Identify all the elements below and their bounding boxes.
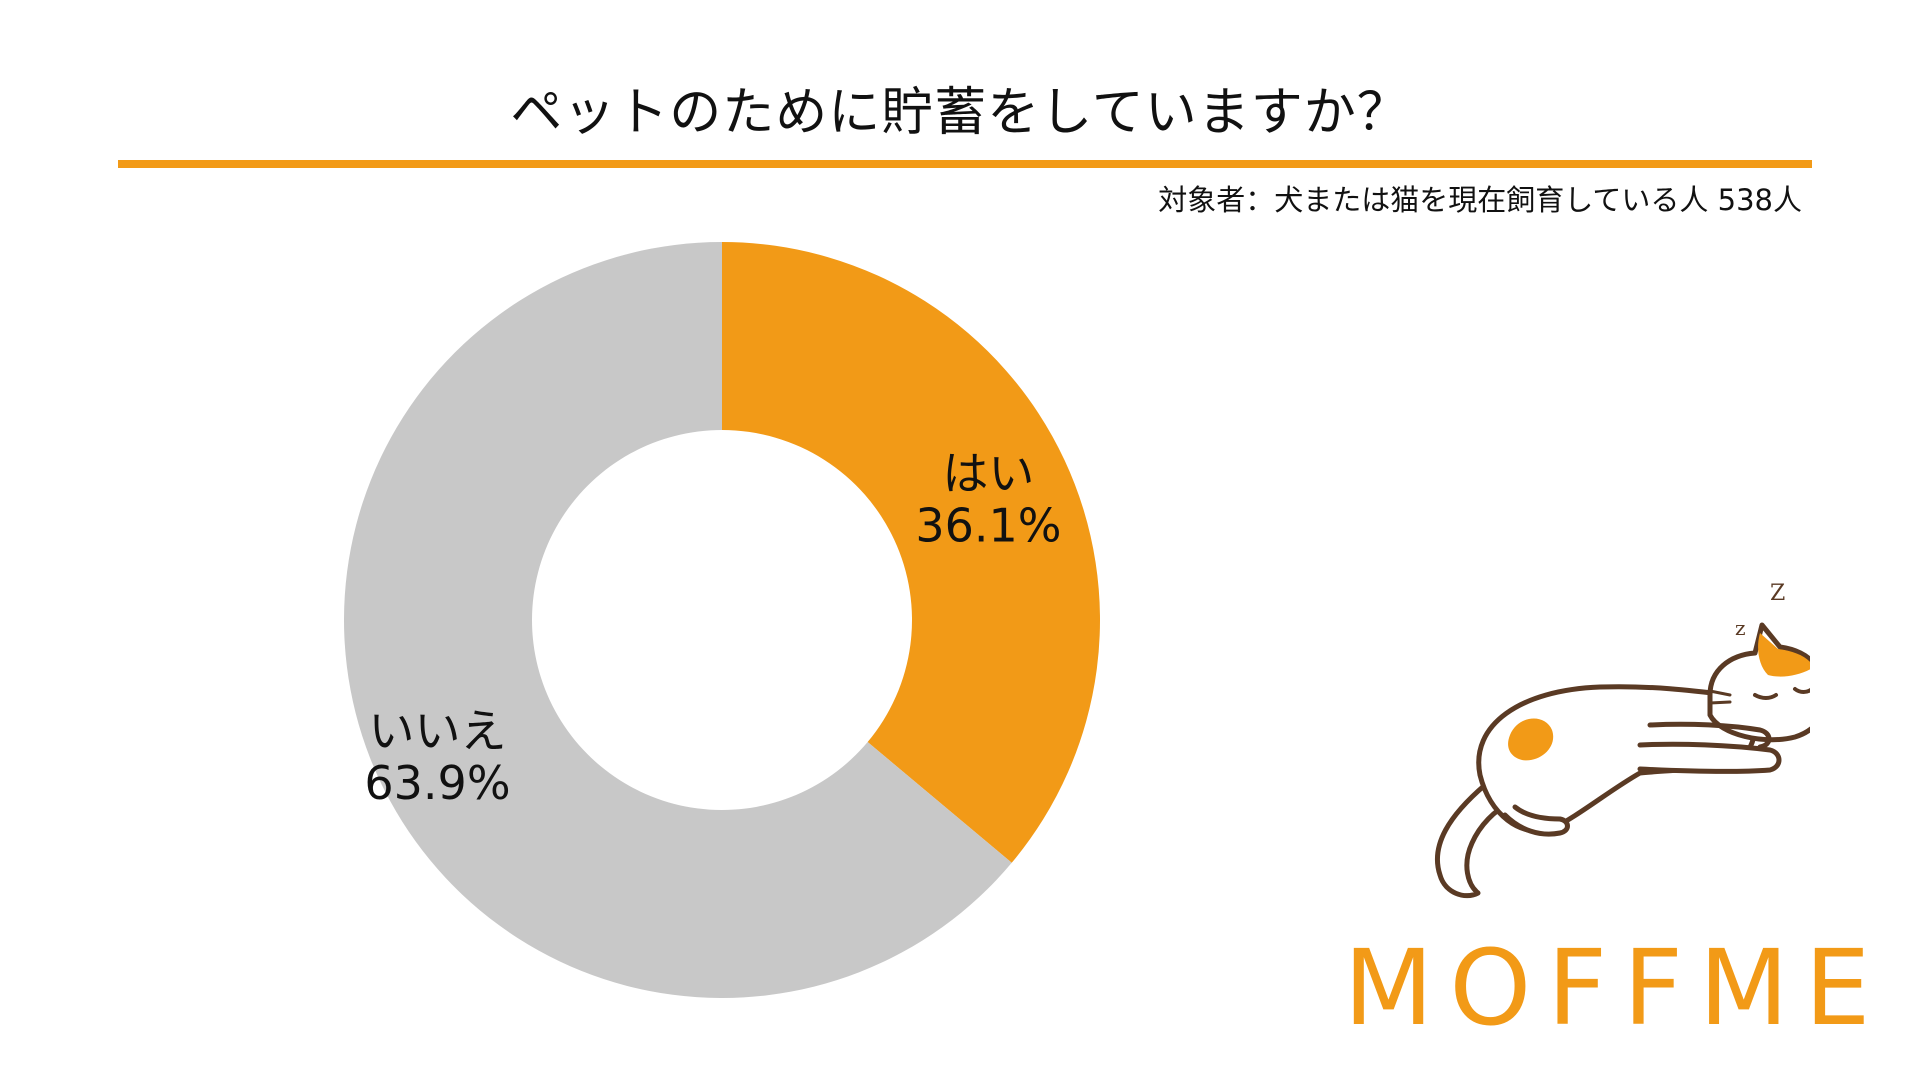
slice-value-yes: 36.1%	[915, 499, 1061, 553]
slice-value-no: 63.9%	[364, 756, 510, 810]
donut-slice-no	[343, 242, 1012, 998]
zzz-large-text: Z	[1770, 581, 1785, 606]
chart-subtitle: 対象者：犬または猫を現在飼育している人 538人	[1158, 183, 1802, 217]
title-underline	[118, 160, 1812, 168]
zzz-small-text: z	[1735, 616, 1746, 640]
chart-title: ペットのために貯蓄をしていますか？	[510, 83, 1410, 143]
donut-slice-yes	[722, 242, 1100, 863]
moffme-logo: MOFFME	[1343, 927, 1887, 1049]
slice-label-yes: はい	[942, 447, 1034, 501]
slice-label-no: いいえ	[368, 704, 506, 758]
sleeping-cat-icon: z Z	[1434, 581, 1810, 899]
